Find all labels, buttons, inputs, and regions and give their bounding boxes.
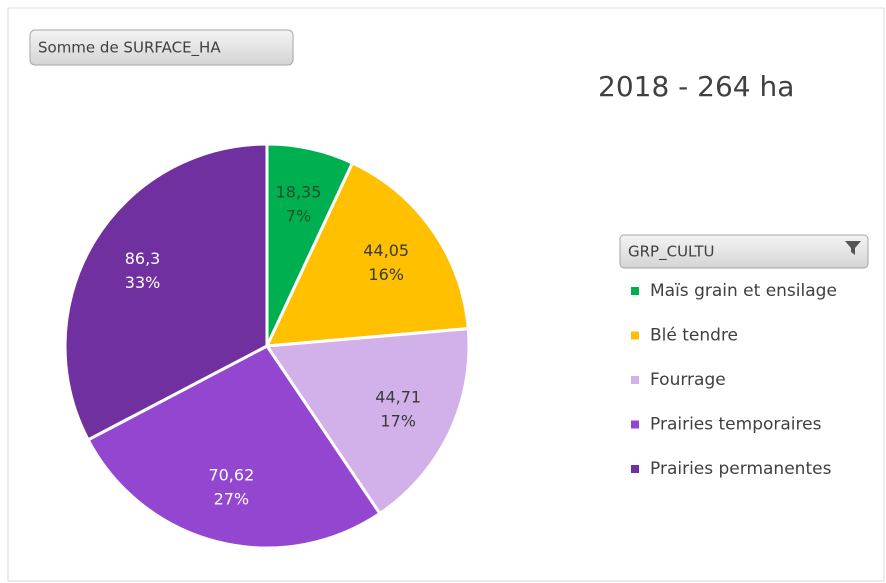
- legend-label: Blé tendre: [650, 326, 738, 346]
- legend-label: Fourrage: [650, 370, 726, 390]
- percent-label: 17%: [380, 411, 416, 430]
- legend-label: Prairies temporaires: [650, 415, 822, 435]
- field-button-label: Somme de SURFACE_HA: [38, 39, 221, 58]
- filter-icon: [845, 241, 861, 255]
- legend-title: GRP_CULTU: [628, 243, 714, 262]
- legend-filter-button[interactable]: [619, 234, 869, 269]
- percent-label: 16%: [368, 265, 404, 284]
- legend-marker: [631, 287, 639, 295]
- percent-label: 33%: [125, 273, 161, 292]
- pie-slice: [63, 142, 269, 442]
- chart-title: 2018 - 264 ha: [598, 70, 794, 103]
- percent-label: 7%: [286, 207, 311, 226]
- pie-slice: [264, 160, 470, 348]
- legend-marker: [631, 420, 639, 429]
- pie-slice: [86, 344, 382, 550]
- data-label: 86,3: [125, 249, 161, 268]
- data-label: 18,35: [276, 183, 322, 202]
- data-label: 44,05: [363, 241, 409, 260]
- pie-slice: [264, 327, 471, 516]
- legend-label: Maïs grain et ensilage: [650, 281, 837, 301]
- field-button[interactable]: [29, 29, 294, 66]
- legend-marker: [631, 331, 639, 340]
- percent-label: 27%: [214, 490, 250, 509]
- legend-label: Prairies permanentes: [650, 459, 832, 479]
- legend-marker: [631, 376, 639, 384]
- data-label: 44,71: [375, 387, 421, 406]
- legend-marker: [631, 465, 639, 473]
- data-label: 70,62: [208, 466, 254, 485]
